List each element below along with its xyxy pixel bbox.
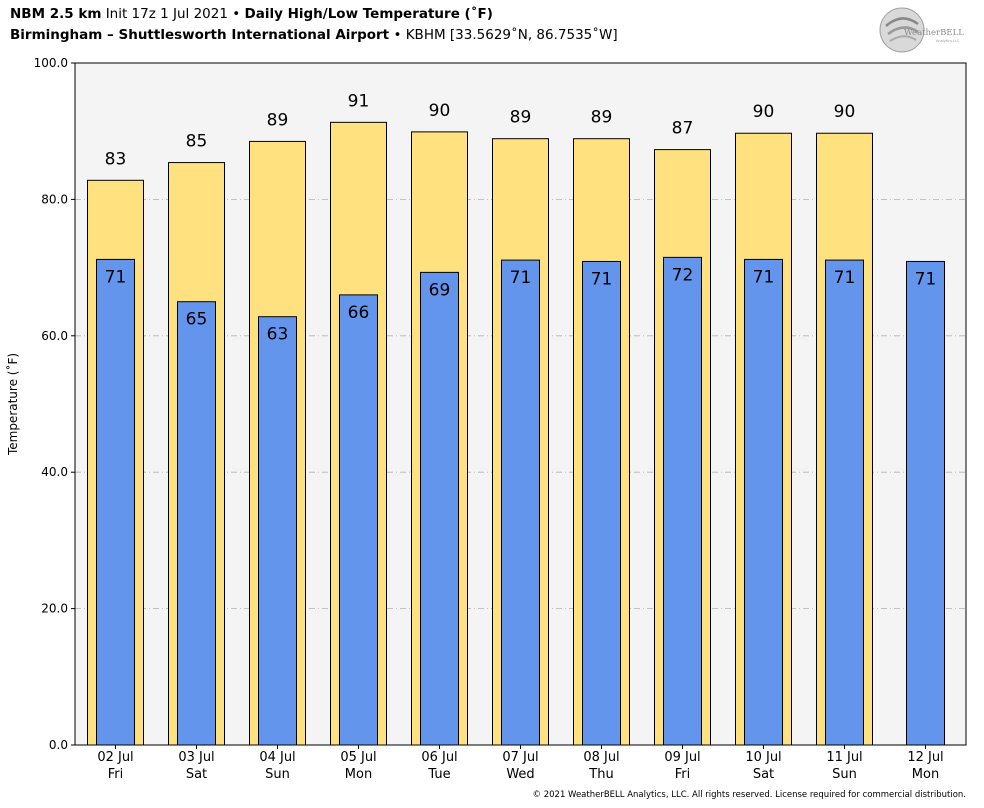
low-temp-bar [582, 260, 621, 746]
init-time: Init 17z 1 Jul 2021 [105, 6, 228, 22]
x-tick-date: 05 Jul [340, 750, 376, 765]
station-info: KBHM [33.5629˚N, 86.7535˚W] [405, 27, 618, 43]
copyright-notice: © 2021 WeatherBELL Analytics, LLC. All r… [532, 790, 966, 800]
low-temp-label: 66 [348, 303, 370, 323]
low-temp-bar [744, 258, 783, 746]
low-temp-bar [177, 301, 216, 746]
x-tick-day: Fri [108, 767, 124, 782]
x-tick-date: 09 Jul [664, 750, 700, 765]
x-tick-day: Mon [912, 767, 939, 782]
y-tick-label: 80.0 [41, 192, 68, 206]
x-tick-day: Mon [345, 767, 372, 782]
low-temp-label: 72 [672, 265, 694, 285]
y-tick-label: 100.0 [34, 56, 68, 70]
low-temp-label: 71 [591, 269, 613, 289]
x-tick-day: Tue [427, 767, 450, 782]
high-temp-label: 83 [105, 149, 127, 169]
y-tick-label: 0.0 [49, 738, 68, 752]
x-tick-day: Sun [832, 767, 857, 782]
low-temp-label: 63 [267, 325, 289, 345]
high-temp-label: 90 [429, 101, 451, 121]
chart-title-line-1: NBM 2.5 km Init 17z 1 Jul 2021 • Daily H… [10, 6, 493, 22]
x-tick-day: Sat [753, 767, 774, 782]
x-tick-day: Wed [506, 767, 534, 782]
low-temp-label: 71 [915, 269, 937, 289]
x-tick-date: 06 Jul [421, 750, 457, 765]
low-temp-bar [258, 316, 297, 746]
logo-brand: WeatherBELL [904, 28, 964, 38]
separator-bullet: • [232, 6, 241, 22]
logo-sub: Analytics LLC [936, 39, 960, 43]
logo-swirl-icon: WeatherBELL Analytics LLC [879, 7, 964, 53]
high-temp-label: 89 [591, 108, 613, 128]
low-temp-label: 71 [834, 268, 856, 288]
low-temp-label: 71 [510, 268, 532, 288]
x-tick-date: 02 Jul [97, 750, 133, 765]
high-temp-label: 90 [834, 102, 856, 122]
chart-title-line-2: Birmingham – Shuttlesworth International… [10, 27, 618, 43]
low-temp-bar [501, 259, 540, 746]
y-axis-label: Temperature (˚F) [5, 353, 20, 456]
x-tick-day: Sun [265, 767, 290, 782]
low-temp-label: 71 [753, 267, 775, 287]
product-name: Daily High/Low Temperature (˚F) [244, 6, 493, 22]
x-tick-day: Fri [675, 767, 691, 782]
high-temp-label: 90 [753, 102, 775, 122]
station-name: Birmingham – Shuttlesworth International… [10, 27, 390, 43]
x-tick-day: Sat [186, 767, 207, 782]
high-temp-label: 85 [186, 132, 208, 152]
data-labels: 83 71 85 65 89 63 91 66 90 69 89 71 89 71 87 72 90 71 90 71… [105, 91, 937, 344]
x-tick-date: 03 Jul [178, 750, 214, 765]
high-temp-label: 91 [348, 91, 370, 111]
x-tick-date: 12 Jul [907, 750, 943, 765]
low-temp-bar [96, 258, 135, 746]
y-tick-label: 60.0 [41, 329, 68, 343]
low-temp-label: 69 [429, 280, 451, 300]
separator-bullet: • [393, 27, 402, 43]
x-tick-date: 04 Jul [259, 750, 295, 765]
y-tick-label: 20.0 [41, 602, 68, 616]
low-temp-label: 71 [105, 267, 127, 287]
low-temp-bar [663, 256, 702, 746]
model-name: NBM 2.5 km [10, 6, 102, 22]
low-temp-label: 65 [186, 310, 208, 330]
x-tick-day: Thu [588, 767, 613, 782]
high-temp-label: 89 [510, 108, 532, 128]
x-tick-date: 11 Jul [826, 750, 862, 765]
bars [87, 121, 945, 746]
low-temp-bar [420, 271, 459, 746]
weatherbell-logo: WeatherBELL Analytics LLC [878, 6, 970, 54]
low-temp-bar [906, 260, 945, 746]
y-axis-ticks: 0.0 20.0 40.0 60.0 80.0 100.0 [34, 56, 75, 752]
x-tick-date: 08 Jul [583, 750, 619, 765]
x-tick-date: 07 Jul [502, 750, 538, 765]
high-temp-label: 89 [267, 110, 289, 130]
high-temp-label: 87 [672, 119, 694, 139]
x-tick-date: 10 Jul [745, 750, 781, 765]
y-tick-label: 40.0 [41, 465, 68, 479]
low-temp-bar [339, 294, 378, 746]
x-axis-ticks: 02 Jul Fri 03 Jul Sat 04 Jul Sun 05 Jul Mon 06 J… [97, 745, 944, 782]
low-temp-bar [825, 259, 864, 746]
